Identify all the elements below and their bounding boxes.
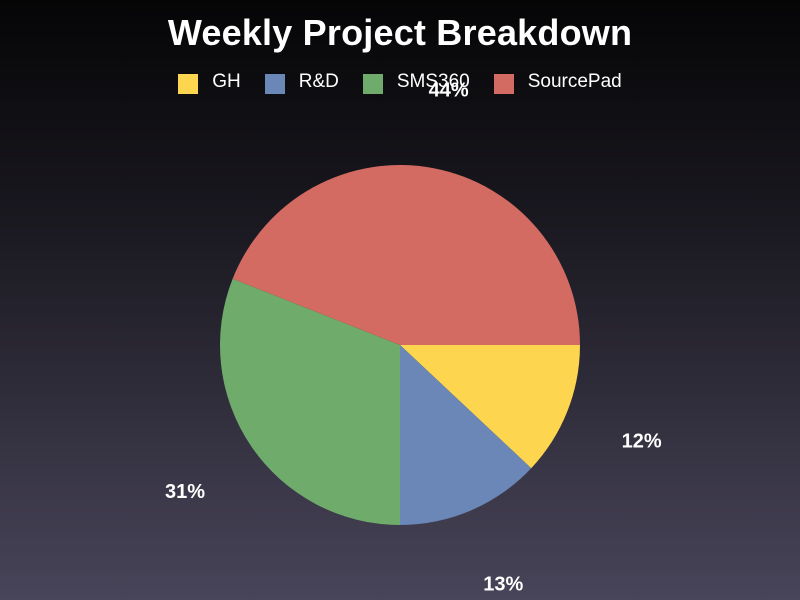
legend-swatch-sms360 <box>362 74 383 94</box>
legend-label-sms360: SMS360 <box>396 71 470 92</box>
legend-item-gh: GH <box>178 70 241 94</box>
legend-swatch-sourcepad <box>493 74 514 94</box>
pie-slice-sourcepad <box>232 165 580 345</box>
slice-label-sms360: 31% <box>165 481 205 503</box>
pie-labels: 12% 13% 31% 44% <box>165 80 662 596</box>
legend-item-rnd: R&D <box>264 70 339 94</box>
legend-item-sms360: SMS360 <box>362 70 470 94</box>
legend-swatch-rnd <box>264 74 285 94</box>
slice-label-rd: 13% <box>483 574 523 596</box>
legend-swatch-gh <box>178 74 199 94</box>
legend-label-gh: GH <box>212 71 241 92</box>
legend-label-rnd: R&D <box>298 71 339 92</box>
pie-slice-gh <box>400 345 580 469</box>
legend-label-sourcepad: SourcePad <box>527 71 622 92</box>
slice-label-sourcepad: 44% <box>429 80 469 102</box>
pie-slice-sms360 <box>220 278 400 525</box>
legend-item-sourcepad: SourcePad <box>493 70 622 94</box>
slice-label-gh: 12% <box>622 431 662 453</box>
pie-slices <box>220 165 580 525</box>
chart-legend: GH R&D SMS360 SourcePad <box>0 70 800 94</box>
pie-slice-rd <box>400 345 532 525</box>
chart-title: Weekly Project Breakdown <box>167 12 633 53</box>
